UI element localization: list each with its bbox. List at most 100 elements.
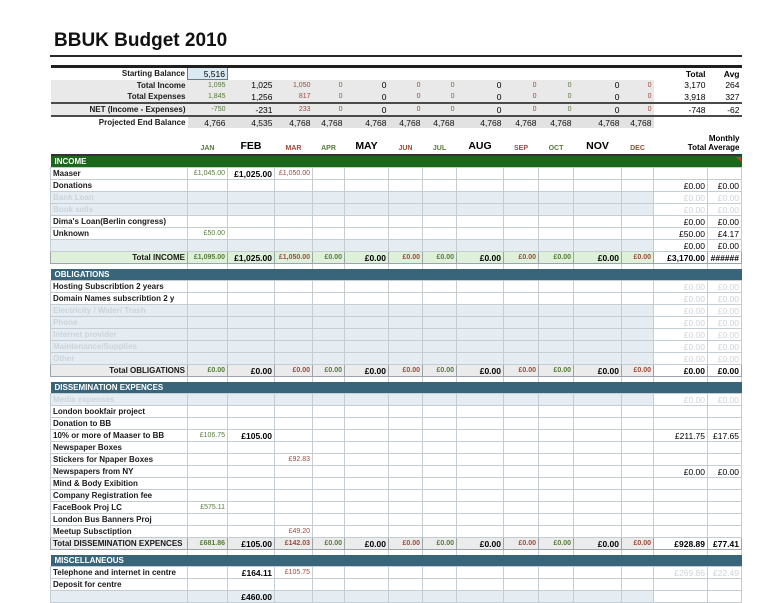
value-cell[interactable] <box>274 179 313 192</box>
value-cell[interactable] <box>573 316 622 329</box>
section-total-value-cell[interactable]: £0.00 <box>388 251 423 264</box>
value-cell[interactable] <box>187 292 228 305</box>
section-total-value-cell[interactable]: £0.00 <box>621 364 654 377</box>
value-cell[interactable] <box>621 566 654 579</box>
value-cell[interactable] <box>503 179 539 192</box>
value-cell[interactable] <box>312 578 345 591</box>
value-cell[interactable] <box>227 215 275 228</box>
value-cell[interactable] <box>573 191 622 204</box>
value-cell[interactable] <box>621 203 654 216</box>
row-total-cell[interactable] <box>653 578 708 591</box>
value-cell[interactable] <box>621 304 654 317</box>
value-cell[interactable] <box>344 405 389 418</box>
row-total-cell[interactable] <box>653 590 708 603</box>
value-cell[interactable] <box>312 227 345 240</box>
value-cell[interactable] <box>422 590 457 603</box>
value-cell[interactable] <box>274 578 313 591</box>
empty-cell[interactable] <box>422 65 457 80</box>
value-cell[interactable] <box>227 513 275 526</box>
value-cell[interactable] <box>312 501 345 514</box>
summary-total-cell[interactable]: 3,170 <box>653 79 708 91</box>
value-cell[interactable] <box>621 179 654 192</box>
section-total-value-cell[interactable]: £0.00 <box>538 251 574 264</box>
value-cell[interactable] <box>422 179 457 192</box>
row-total-cell[interactable]: £269.86 <box>653 566 708 579</box>
value-cell[interactable] <box>503 417 539 430</box>
value-cell[interactable] <box>388 566 423 579</box>
summary-value-cell[interactable]: 1,025 <box>227 79 275 91</box>
value-cell[interactable] <box>573 477 622 490</box>
value-cell[interactable] <box>312 340 345 353</box>
value-cell[interactable] <box>312 352 345 365</box>
value-cell[interactable] <box>621 167 654 180</box>
value-cell[interactable] <box>274 441 313 454</box>
value-cell[interactable] <box>274 417 313 430</box>
value-cell[interactable] <box>573 566 622 579</box>
value-cell[interactable] <box>344 465 389 478</box>
value-cell[interactable] <box>344 477 389 490</box>
value-cell[interactable] <box>274 292 313 305</box>
section-avg-cell[interactable]: £77.41 <box>707 537 742 550</box>
starting-balance-value[interactable]: 5,516 <box>187 65 228 80</box>
summary-value-cell[interactable]: 1,256 <box>227 91 275 103</box>
section-total-value-cell[interactable]: £0.00 <box>312 251 345 264</box>
value-cell[interactable] <box>422 405 457 418</box>
empty-cell[interactable] <box>503 65 539 80</box>
value-cell[interactable] <box>573 525 622 538</box>
value-cell[interactable] <box>344 578 389 591</box>
value-cell[interactable] <box>456 566 504 579</box>
row-total-cell[interactable]: £0.00 <box>653 393 708 406</box>
value-cell[interactable] <box>274 513 313 526</box>
empty-cell[interactable] <box>621 65 654 80</box>
value-cell[interactable] <box>422 393 457 406</box>
section-total-value-cell[interactable]: £0.00 <box>344 251 389 264</box>
value-cell[interactable] <box>312 292 345 305</box>
value-cell[interactable] <box>227 393 275 406</box>
value-cell[interactable] <box>187 417 228 430</box>
value-cell[interactable] <box>274 465 313 478</box>
value-cell[interactable] <box>312 280 345 293</box>
row-label-cell[interactable]: Electricity / Water/ Trash <box>50 304 188 317</box>
summary-value-cell[interactable]: 0 <box>503 102 539 117</box>
value-cell[interactable] <box>344 566 389 579</box>
value-cell[interactable]: £105.75 <box>274 566 313 579</box>
value-cell[interactable] <box>503 239 539 252</box>
value-cell[interactable] <box>538 215 574 228</box>
value-cell[interactable] <box>538 417 574 430</box>
section-total-value-cell[interactable]: £1,050.00 <box>274 251 313 264</box>
row-avg-cell[interactable]: £0.00 <box>707 179 742 192</box>
row-avg-cell[interactable]: £4.17 <box>707 227 742 240</box>
value-cell[interactable] <box>422 316 457 329</box>
row-total-cell[interactable]: £0.00 <box>653 191 708 204</box>
value-cell[interactable] <box>573 489 622 502</box>
row-avg-cell[interactable]: £0.00 <box>707 215 742 228</box>
row-avg-cell[interactable]: £0.00 <box>707 328 742 341</box>
value-cell[interactable] <box>573 429 622 442</box>
value-cell[interactable] <box>344 292 389 305</box>
value-cell[interactable] <box>312 566 345 579</box>
value-cell[interactable] <box>187 513 228 526</box>
value-cell[interactable] <box>388 179 423 192</box>
value-cell[interactable] <box>344 167 389 180</box>
value-cell[interactable] <box>538 393 574 406</box>
row-avg-cell[interactable] <box>707 453 742 466</box>
row-avg-cell[interactable]: £0.00 <box>707 340 742 353</box>
section-total-value-cell[interactable]: £0.00 <box>503 364 539 377</box>
summary-value-cell[interactable]: 0 <box>456 79 504 91</box>
value-cell[interactable] <box>538 590 574 603</box>
value-cell[interactable] <box>422 292 457 305</box>
summary-value-cell[interactable]: 0 <box>573 91 622 103</box>
summary-value-cell[interactable]: 1,050 <box>274 79 313 91</box>
value-cell[interactable] <box>388 292 423 305</box>
value-cell[interactable] <box>344 501 389 514</box>
value-cell[interactable] <box>456 215 504 228</box>
value-cell[interactable] <box>274 239 313 252</box>
value-cell[interactable] <box>538 405 574 418</box>
value-cell[interactable] <box>422 489 457 502</box>
section-total-label[interactable]: Total OBLIGATIONS <box>50 364 188 377</box>
row-label-cell[interactable]: Hosting Subscribtion 2 years <box>50 280 188 293</box>
value-cell[interactable] <box>573 590 622 603</box>
value-cell[interactable] <box>187 393 228 406</box>
value-cell[interactable] <box>422 501 457 514</box>
value-cell[interactable] <box>538 304 574 317</box>
